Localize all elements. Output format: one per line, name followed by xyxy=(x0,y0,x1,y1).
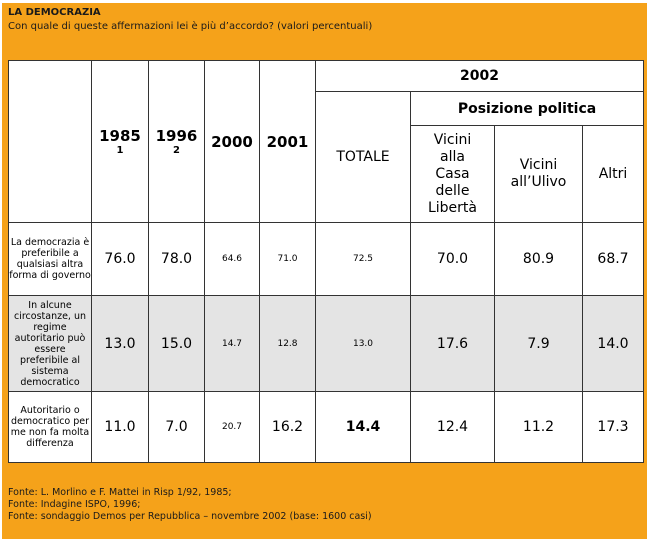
cell-2001: 16.2 xyxy=(259,391,316,463)
header-1996: 1996 2 xyxy=(148,60,205,223)
year-2001: 2001 xyxy=(266,132,309,151)
year-1985-note: 1 xyxy=(116,145,124,156)
source-line: Fonte: sondaggio Demos per Repubblica – … xyxy=(8,511,372,522)
header-vicini-ulivo-label: Vicini all’Ulivo xyxy=(510,157,567,190)
cell-vicini-cdl: 12.4 xyxy=(410,391,495,463)
cell-1996: 15.0 xyxy=(148,295,205,392)
header-2001: 2001 xyxy=(259,60,316,223)
table-row: Autoritario o democratico per me non fa … xyxy=(8,391,645,463)
year-1996-note: 2 xyxy=(173,145,180,156)
cell-2000: 20.7 xyxy=(204,391,260,463)
cell-1996: 78.0 xyxy=(148,222,205,296)
source-line: Fonte: L. Morlino e F. Mattei in Risp 1/… xyxy=(8,487,232,498)
header-blank-cell xyxy=(8,60,92,223)
header-totale: TOTALE xyxy=(315,91,411,223)
sources: Fonte: L. Morlino e F. Mattei in Risp 1/… xyxy=(8,487,372,523)
cell-2000: 14.7 xyxy=(204,295,260,392)
cell-1985: 11.0 xyxy=(91,391,149,463)
row-label: La democrazia è preferibile a qualsiasi … xyxy=(8,222,92,296)
header-vicini-cdl-label: Vicini alla Casa delle Libertà xyxy=(427,131,477,216)
header-altri: Altri xyxy=(581,125,645,223)
cell-2000: 64.6 xyxy=(204,222,260,296)
cell-1996: 7.0 xyxy=(148,391,205,463)
header-2000: 2000 xyxy=(204,60,260,223)
year-2000: 2000 xyxy=(211,132,253,151)
header-vicini-ulivo: Vicini all’Ulivo xyxy=(494,125,583,223)
cell-totale: 14.4 xyxy=(315,391,411,463)
cell-altri: 14.0 xyxy=(581,295,645,392)
header-2002: 2002 xyxy=(314,60,645,92)
cell-2001: 71.0 xyxy=(259,222,316,296)
chart-subtitle: Con quale di queste affermazioni lei è p… xyxy=(8,21,373,32)
cell-totale: 72.5 xyxy=(315,222,411,296)
table-row: La democrazia è preferibile a qualsiasi … xyxy=(8,222,645,296)
cell-altri: 17.3 xyxy=(581,391,645,463)
cell-1985: 76.0 xyxy=(91,222,149,296)
header-vicini-cdl: Vicini alla Casa delle Libertà xyxy=(410,125,495,223)
cell-1985: 13.0 xyxy=(91,295,149,392)
cell-2001: 12.8 xyxy=(259,295,316,392)
cell-totale: 13.0 xyxy=(315,295,411,392)
cell-altri: 68.7 xyxy=(581,222,645,296)
row-label: In alcune circostanze, un regime autorit… xyxy=(8,295,92,392)
cell-vicini-ulivo: 80.9 xyxy=(494,222,583,296)
year-1996: 1996 xyxy=(155,127,198,145)
source-line: Fonte: Indagine ISPO, 1996; xyxy=(8,499,141,510)
cell-vicini-cdl: 17.6 xyxy=(410,295,495,392)
header-1985: 1985 1 xyxy=(91,60,149,223)
chart-title: LA DEMOCRAZIA xyxy=(8,7,101,18)
row-label: Autoritario o democratico per me non fa … xyxy=(8,391,92,463)
cell-vicini-ulivo: 11.2 xyxy=(494,391,583,463)
table-row: In alcune circostanze, un regime autorit… xyxy=(8,295,645,392)
democracy-table: 1985 1 1996 2 2000 2001 2002 TOTALE Posi… xyxy=(8,60,645,463)
cell-vicini-ulivo: 7.9 xyxy=(494,295,583,392)
year-1985: 1985 xyxy=(99,127,141,145)
infographic-panel: LA DEMOCRAZIA Con quale di queste afferm… xyxy=(2,3,647,539)
cell-vicini-cdl: 70.0 xyxy=(410,222,495,296)
header-posizione-politica: Posizione politica xyxy=(409,91,645,126)
